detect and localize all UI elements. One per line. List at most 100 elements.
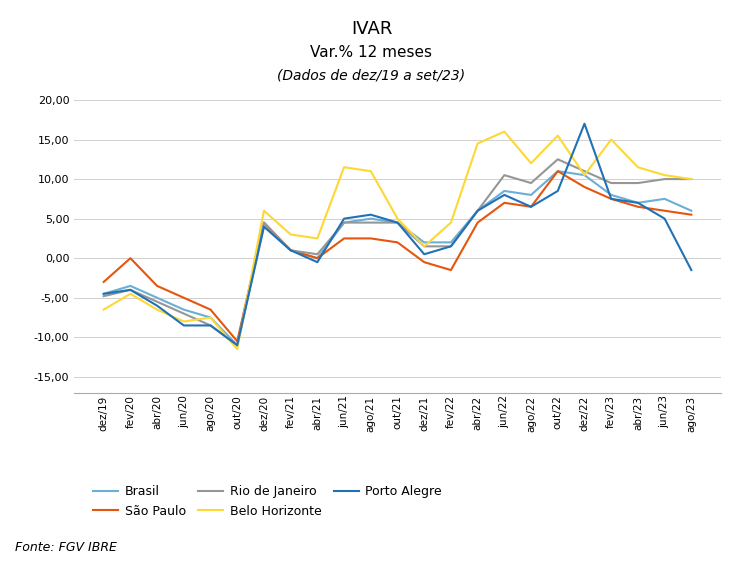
Brasil bbox=[286, 247, 295, 254]
Porto Alegre bbox=[687, 266, 695, 273]
São Paulo bbox=[100, 279, 108, 286]
Rio de Janeiro bbox=[527, 180, 536, 186]
São Paulo bbox=[313, 255, 322, 261]
São Paulo bbox=[420, 259, 429, 265]
Brasil bbox=[340, 219, 348, 226]
Text: IVAR: IVAR bbox=[351, 20, 392, 38]
Brasil bbox=[233, 342, 241, 348]
Brasil bbox=[259, 223, 268, 230]
Brasil bbox=[179, 306, 188, 313]
Porto Alegre bbox=[580, 121, 589, 127]
Rio de Janeiro bbox=[580, 168, 589, 174]
Belo Horizonte bbox=[286, 231, 295, 238]
Brasil bbox=[687, 208, 695, 214]
Brasil bbox=[580, 172, 589, 178]
Belo Horizonte bbox=[687, 176, 695, 182]
Rio de Janeiro bbox=[100, 293, 108, 300]
Porto Alegre bbox=[313, 259, 322, 265]
Brasil bbox=[661, 195, 669, 202]
São Paulo bbox=[661, 208, 669, 214]
Porto Alegre bbox=[126, 287, 134, 293]
Rio de Janeiro bbox=[179, 310, 188, 317]
São Paulo bbox=[634, 204, 643, 210]
Belo Horizonte bbox=[527, 160, 536, 167]
Porto Alegre bbox=[179, 322, 188, 329]
Brasil bbox=[473, 208, 482, 214]
Porto Alegre bbox=[607, 195, 616, 202]
Porto Alegre bbox=[527, 204, 536, 210]
Rio de Janeiro bbox=[420, 243, 429, 250]
Belo Horizonte bbox=[393, 215, 402, 222]
Text: Var.% 12 meses: Var.% 12 meses bbox=[311, 45, 432, 60]
Brasil bbox=[527, 191, 536, 198]
Rio de Janeiro bbox=[607, 180, 616, 186]
Brasil bbox=[420, 239, 429, 246]
Rio de Janeiro bbox=[661, 176, 669, 182]
Belo Horizonte bbox=[500, 128, 509, 135]
Rio de Janeiro bbox=[447, 243, 455, 250]
Rio de Janeiro bbox=[286, 247, 295, 254]
Rio de Janeiro bbox=[473, 208, 482, 214]
São Paulo bbox=[259, 219, 268, 226]
Porto Alegre bbox=[500, 191, 509, 198]
São Paulo bbox=[393, 239, 402, 246]
Porto Alegre bbox=[661, 215, 669, 222]
São Paulo bbox=[233, 338, 241, 344]
Brasil bbox=[100, 291, 108, 297]
São Paulo bbox=[366, 235, 375, 242]
Belo Horizonte bbox=[152, 306, 161, 313]
Rio de Janeiro bbox=[259, 219, 268, 226]
Rio de Janeiro bbox=[687, 176, 695, 182]
Rio de Janeiro bbox=[152, 298, 161, 305]
Rio de Janeiro bbox=[393, 219, 402, 226]
Belo Horizonte bbox=[259, 208, 268, 214]
Porto Alegre bbox=[420, 251, 429, 257]
São Paulo bbox=[473, 219, 482, 226]
Rio de Janeiro bbox=[313, 251, 322, 257]
Brasil bbox=[313, 255, 322, 261]
São Paulo bbox=[152, 283, 161, 289]
Line: Belo Horizonte: Belo Horizonte bbox=[104, 132, 691, 349]
Porto Alegre bbox=[366, 211, 375, 218]
Rio de Janeiro bbox=[554, 156, 562, 163]
Rio de Janeiro bbox=[340, 219, 348, 226]
Porto Alegre bbox=[340, 215, 348, 222]
Porto Alegre bbox=[447, 243, 455, 250]
Brasil bbox=[206, 314, 215, 321]
São Paulo bbox=[340, 235, 348, 242]
Porto Alegre bbox=[100, 291, 108, 297]
Belo Horizonte bbox=[366, 168, 375, 174]
São Paulo bbox=[179, 295, 188, 301]
Brasil bbox=[393, 219, 402, 226]
Belo Horizonte bbox=[206, 314, 215, 321]
Text: (Dados de dez/19 a set/23): (Dados de dez/19 a set/23) bbox=[277, 68, 466, 82]
Brasil bbox=[152, 295, 161, 301]
Belo Horizonte bbox=[473, 140, 482, 147]
Brasil bbox=[500, 187, 509, 194]
Belo Horizonte bbox=[420, 243, 429, 250]
São Paulo bbox=[500, 200, 509, 206]
Belo Horizonte bbox=[126, 291, 134, 297]
Line: Brasil: Brasil bbox=[104, 171, 691, 345]
São Paulo bbox=[126, 255, 134, 261]
Brasil bbox=[126, 283, 134, 289]
São Paulo bbox=[580, 183, 589, 190]
Belo Horizonte bbox=[340, 164, 348, 171]
Line: Rio de Janeiro: Rio de Janeiro bbox=[104, 159, 691, 345]
Porto Alegre bbox=[259, 223, 268, 230]
São Paulo bbox=[554, 168, 562, 174]
Belo Horizonte bbox=[554, 132, 562, 139]
São Paulo bbox=[447, 266, 455, 273]
Rio de Janeiro bbox=[634, 180, 643, 186]
Belo Horizonte bbox=[661, 172, 669, 178]
Brasil bbox=[554, 168, 562, 174]
Porto Alegre bbox=[393, 219, 402, 226]
São Paulo bbox=[607, 195, 616, 202]
Porto Alegre bbox=[473, 208, 482, 214]
Porto Alegre bbox=[634, 200, 643, 206]
Legend: Brasil, São Paulo, Rio de Janeiro, Belo Horizonte, Porto Alegre: Brasil, São Paulo, Rio de Janeiro, Belo … bbox=[94, 485, 442, 518]
Brasil bbox=[634, 200, 643, 206]
Rio de Janeiro bbox=[126, 287, 134, 293]
Porto Alegre bbox=[554, 187, 562, 194]
Brasil bbox=[447, 239, 455, 246]
